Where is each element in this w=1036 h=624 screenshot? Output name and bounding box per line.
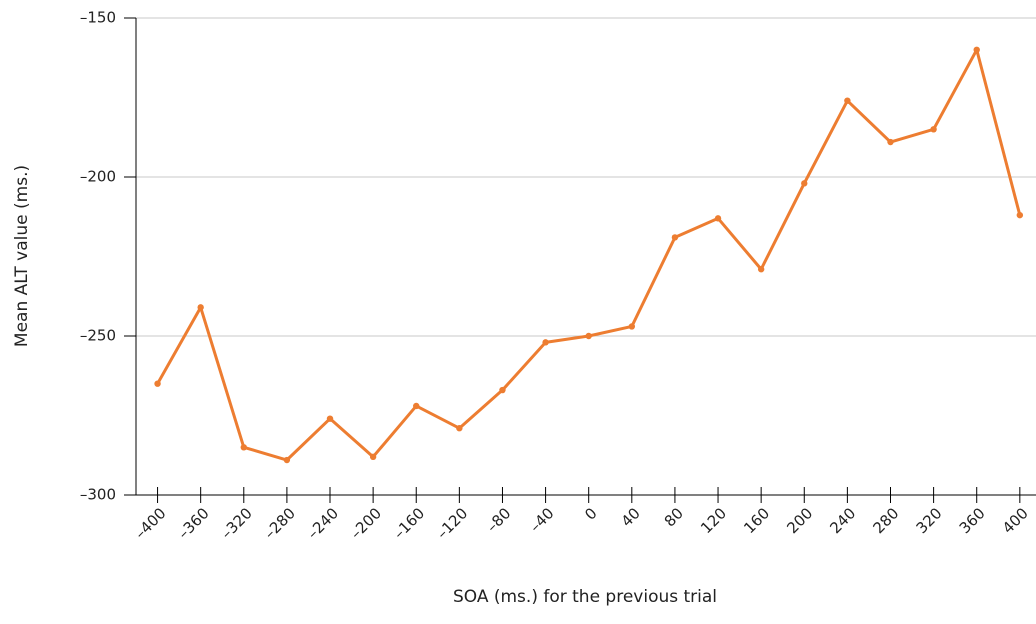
x-tick-label: –200 [347,504,385,542]
point [197,304,204,311]
point [154,380,161,387]
point [326,415,334,422]
point [887,138,894,146]
point [930,126,937,133]
x-tick-label: 0 [581,504,600,523]
x-tick-label: 120 [697,504,730,537]
y-tick-label: –200 [80,168,116,186]
point [542,339,549,346]
x-tick-label: –320 [218,504,256,542]
x-tick-label: 320 [913,504,946,537]
point [283,456,291,464]
x-tick-label: 160 [740,504,773,537]
x-tick-label: 40 [618,504,644,530]
point [714,215,722,222]
y-tick-label: –150 [80,9,116,27]
x-tick-label: –160 [390,504,428,542]
x-tick-label: –40 [526,504,558,536]
point [1016,211,1024,219]
line [156,48,1022,462]
x-tick-label: –280 [261,504,299,542]
point [757,266,765,273]
point [973,46,980,53]
point [456,425,463,432]
point [801,180,808,187]
y-tick-label: –300 [80,486,116,504]
point [585,332,592,340]
y-axis-label: Mean ALT value (ms.) [12,165,32,347]
y-tick-label: –250 [80,327,116,345]
x-tick-label: –360 [174,504,212,542]
point [628,323,636,330]
x-tick-label: 400 [999,504,1032,537]
x-tick-label: –240 [304,504,342,542]
x-tick-label: 360 [956,504,989,537]
x-tick-label: 280 [870,504,903,537]
point [671,234,679,241]
point [499,386,506,394]
point [369,453,377,461]
x-tick-label: 80 [661,504,687,530]
x-tick-label: 200 [783,504,816,537]
x-tick-label: –400 [131,504,169,542]
x-axis-label: SOA (ms.) for the previous trial [453,587,717,607]
point [240,444,247,451]
x-tick-label: –120 [433,504,471,542]
x-tick-label: –80 [483,504,515,536]
point [844,97,851,104]
x-tick-label: 240 [826,504,859,537]
point [413,402,420,410]
